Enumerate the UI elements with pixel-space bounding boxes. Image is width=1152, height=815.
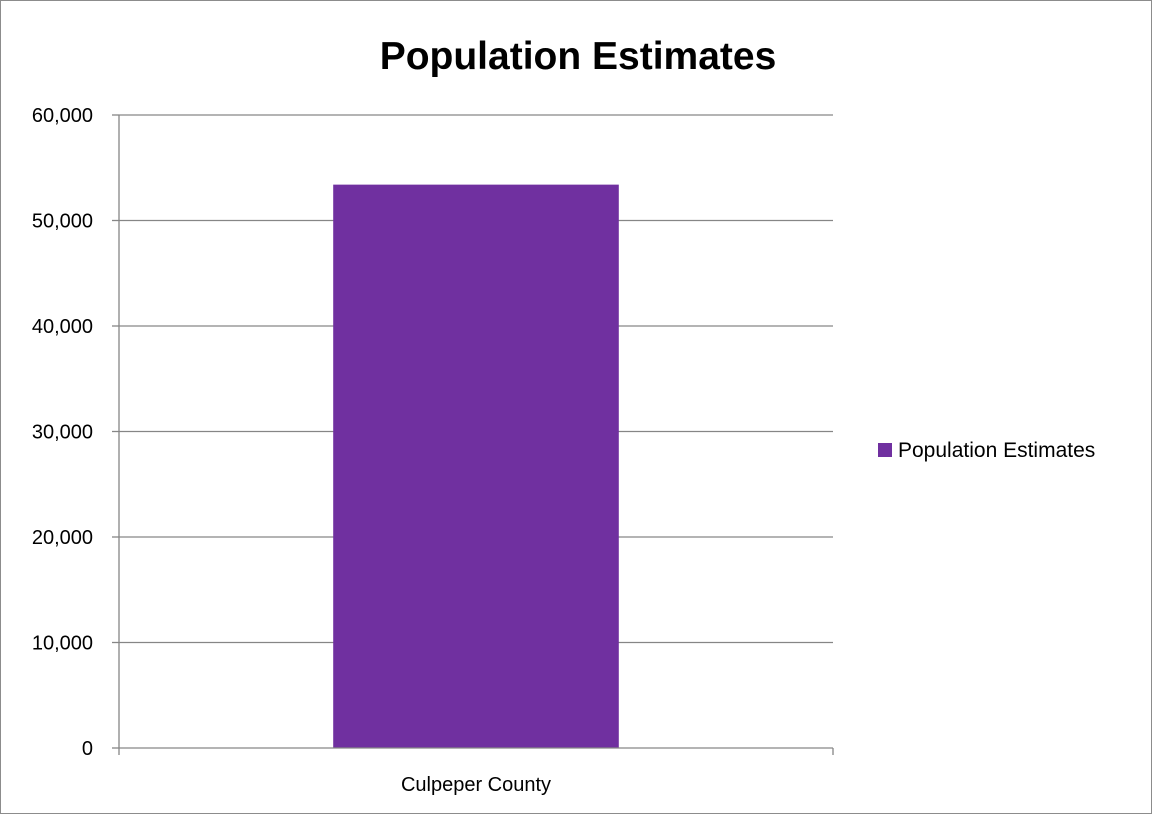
legend: Population Estimates xyxy=(878,439,1095,462)
bars xyxy=(333,184,619,748)
chart-title: Population Estimates xyxy=(380,35,777,78)
x-tick-label: Culpeper County xyxy=(401,774,551,796)
y-tick-label: 0 xyxy=(82,738,93,760)
legend-swatch xyxy=(878,443,892,457)
legend-label: Population Estimates xyxy=(898,439,1095,462)
x-axis-ticks: Culpeper County xyxy=(118,748,834,796)
y-tick-label: 50,000 xyxy=(32,211,93,233)
y-tick-label: 30,000 xyxy=(32,422,93,444)
y-tick-label: 60,000 xyxy=(32,105,93,127)
axes xyxy=(118,115,833,749)
y-tick-label: 10,000 xyxy=(32,633,93,655)
y-axis-ticks: 0 10,000 20,000 30,000 40,000 50,000 60,000 xyxy=(32,105,119,760)
y-tick-label: 40,000 xyxy=(32,316,93,338)
y-tick-label: 20,000 xyxy=(32,527,93,549)
bar xyxy=(333,184,619,748)
